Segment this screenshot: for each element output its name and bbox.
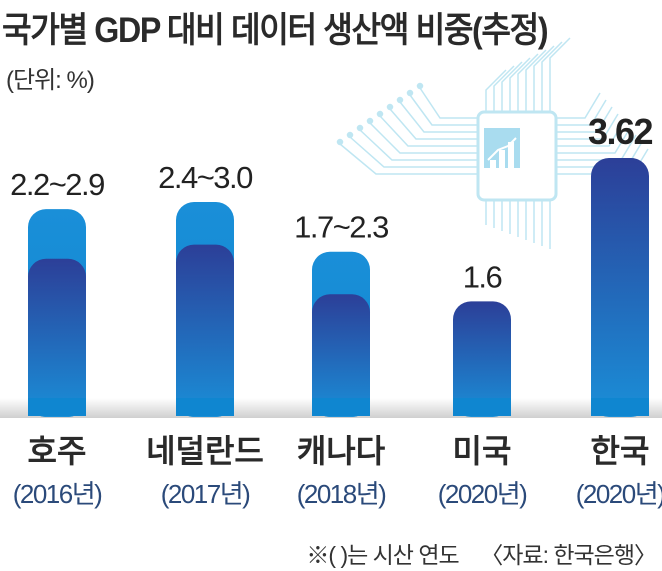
data-label: 1.7~2.3 [294, 210, 388, 245]
bar-base [591, 398, 649, 416]
chart-title: 국가별 GDP 대비 데이터 생산액 비중(추정) [2, 11, 549, 50]
year-label: (2018년) [297, 479, 386, 509]
data-label: 2.2~2.9 [10, 167, 104, 202]
data-label: 1.6 [463, 259, 502, 294]
category-label: 캐나다 [297, 433, 386, 469]
bar-base [176, 398, 234, 416]
year-label: (2017년) [161, 479, 250, 509]
bar-low [28, 258, 86, 417]
category-label: 호주 [28, 433, 87, 469]
category-label: 미국 [453, 433, 512, 469]
bar-base [453, 398, 511, 416]
bar-low [176, 244, 234, 417]
data-label: 2.4~3.0 [158, 160, 253, 195]
source: 〈자료: 한국은행〉 [480, 542, 657, 568]
footnote: ※( )는 시산 연도 [306, 542, 459, 568]
bar-base [312, 398, 370, 416]
circuit-chip-chart-icon [336, 37, 649, 249]
bar-base [28, 398, 86, 416]
year-label: (2020년) [438, 479, 527, 509]
year-label: (2020년) [576, 479, 662, 509]
category-label: 네덜란드 [146, 433, 264, 469]
unit-label: (단위: %) [6, 67, 95, 94]
data-label: 3.62 [588, 111, 653, 152]
category-label: 한국 [591, 433, 650, 469]
bar-high [591, 158, 649, 417]
bar-low [312, 294, 370, 417]
year-label: (2016년) [13, 479, 102, 509]
bar-high [453, 301, 511, 417]
